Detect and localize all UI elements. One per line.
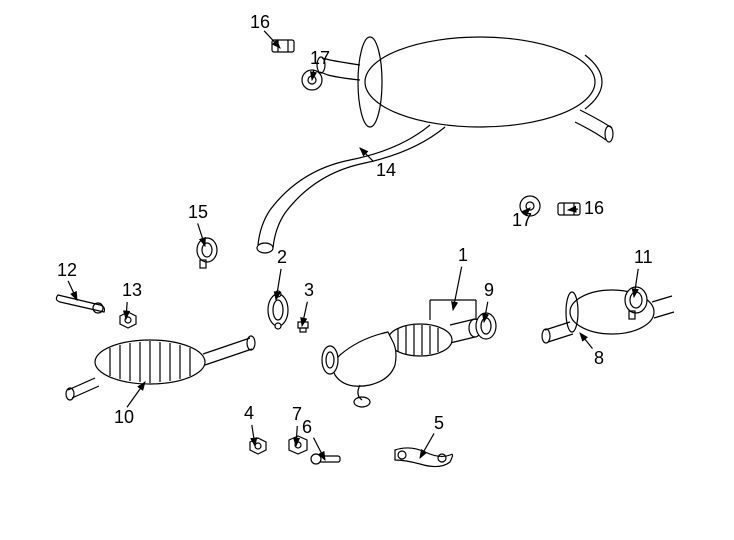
callout-1: 1 <box>458 245 468 266</box>
callout-6: 6 <box>302 417 312 438</box>
callout-2: 2 <box>277 247 287 268</box>
callout-9: 9 <box>484 280 494 301</box>
gasket-2 <box>268 291 288 329</box>
bracket-12 <box>56 295 104 313</box>
callout-16: 16 <box>250 12 270 33</box>
callout-7: 7 <box>292 404 302 425</box>
clamp-15 <box>197 238 217 268</box>
nut-7 <box>289 436 307 454</box>
bolt-6 <box>311 454 340 464</box>
callout-16: 16 <box>584 198 604 219</box>
callout-17: 17 <box>512 210 532 231</box>
exhaust-diagram-canvas <box>0 0 734 540</box>
callout-8: 8 <box>594 348 604 369</box>
callout-15: 15 <box>188 202 208 223</box>
catalytic-converter-8 <box>542 290 674 343</box>
callout-17: 17 <box>310 48 330 69</box>
resonator-10 <box>66 336 255 400</box>
callout-5: 5 <box>434 413 444 434</box>
callout-12: 12 <box>57 260 77 281</box>
nut-4 <box>250 438 266 454</box>
callout-10: 10 <box>114 407 134 428</box>
nut-13 <box>120 312 136 328</box>
clamp-9 <box>476 313 496 339</box>
callout-14: 14 <box>376 160 396 181</box>
callout-3: 3 <box>304 280 314 301</box>
converter-1 <box>322 300 481 407</box>
callout-13: 13 <box>122 280 142 301</box>
muffler-assembly <box>257 37 613 253</box>
bracket-16-left <box>272 40 294 52</box>
callout-11: 11 <box>634 247 653 268</box>
callout-4: 4 <box>244 403 254 424</box>
